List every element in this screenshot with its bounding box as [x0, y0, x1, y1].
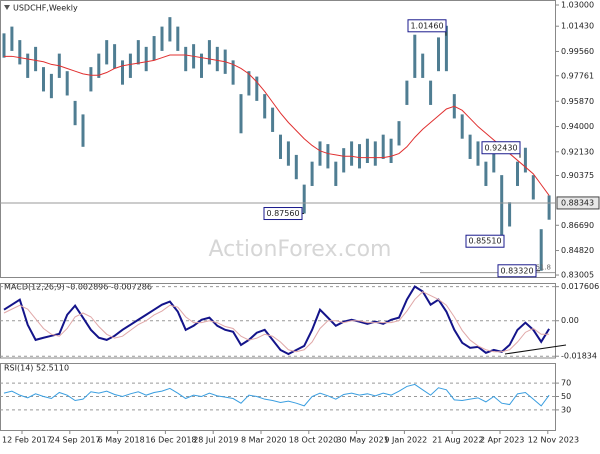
y-tick-label: 30 [561, 405, 571, 414]
y-tick-label: 0.90375 [561, 171, 594, 180]
annotation-box [465, 234, 505, 248]
annotation-label: 0.92430 [484, 143, 517, 152]
y-tick-label: 0.94000 [561, 122, 594, 131]
last-price-label: 0.88343 [561, 198, 594, 207]
x-tick-label: 2 Apr 2023 [480, 436, 524, 445]
y-tick-label: 0.83005 [561, 271, 594, 280]
macd-line [3, 285, 550, 356]
y-tick-label: 0.97761 [561, 71, 594, 80]
x-tick-label: 12 Nov 2023 [528, 436, 579, 445]
annotation-box [497, 264, 537, 278]
y-tick-label: 50 [561, 392, 571, 401]
watermark: ActionForex.com [209, 237, 392, 262]
x-tick-label: 18 Oct 2020 [289, 436, 338, 445]
x-tick-label: 16 Dec 2018 [145, 436, 196, 445]
annotation-label: 1.01460 [410, 21, 443, 30]
x-tick-label: 9 Jan 2022 [384, 436, 427, 445]
x-tick-label: 21 Aug 2022 [432, 436, 483, 445]
chart-title: USDCHF,Weekly [13, 4, 78, 13]
x-tick-label: 12 Feb 2017 [2, 436, 52, 445]
y-tick-label: 0.84820 [561, 246, 594, 255]
annotation-box [263, 207, 303, 221]
menu-icon [4, 5, 10, 10]
x-tick-label: 8 Mar 2020 [241, 436, 287, 445]
x-tick-label: 6 May 2018 [98, 436, 145, 445]
fib-label: 61.8 [535, 264, 551, 272]
y-tick-label: 70 [561, 379, 571, 388]
x-tick-label: 30 May 2021 [337, 436, 389, 445]
y-tick-label: 0.92130 [561, 147, 594, 156]
annotation-label: 0.87560 [266, 209, 299, 218]
y-tick-label: 0.86690 [561, 221, 594, 230]
y-tick-label: -0.01834 [561, 352, 597, 361]
support-line [504, 344, 567, 355]
signal-line [3, 291, 550, 353]
annotation-label: 0.83320 [500, 266, 533, 275]
annotation-box [407, 19, 447, 33]
x-tick-label: 24 Sep 2017 [50, 436, 101, 445]
last-price-box [556, 196, 600, 210]
annotation-box [481, 141, 521, 155]
macd-title: MACD(12,26,9) -0.002896 -0.007286 [4, 283, 152, 292]
y-tick-label: 0.95870 [561, 97, 594, 106]
y-tick-label: 1.03000 [561, 0, 594, 9]
y-tick-label: 0.00 [561, 316, 579, 325]
y-tick-label: 0.017606 [561, 282, 599, 291]
panel-frame [0, 0, 556, 278]
moving-average [4, 54, 550, 196]
rsi-line [3, 383, 550, 407]
annotation-label: 0.85510 [468, 237, 501, 246]
y-tick-label: 1.01430 [561, 22, 594, 31]
x-tick-label: 28 Jul 2019 [193, 436, 238, 445]
y-tick-label: 0.99560 [561, 47, 594, 56]
rsi-title: RSI(14) 52.5110 [4, 364, 69, 373]
